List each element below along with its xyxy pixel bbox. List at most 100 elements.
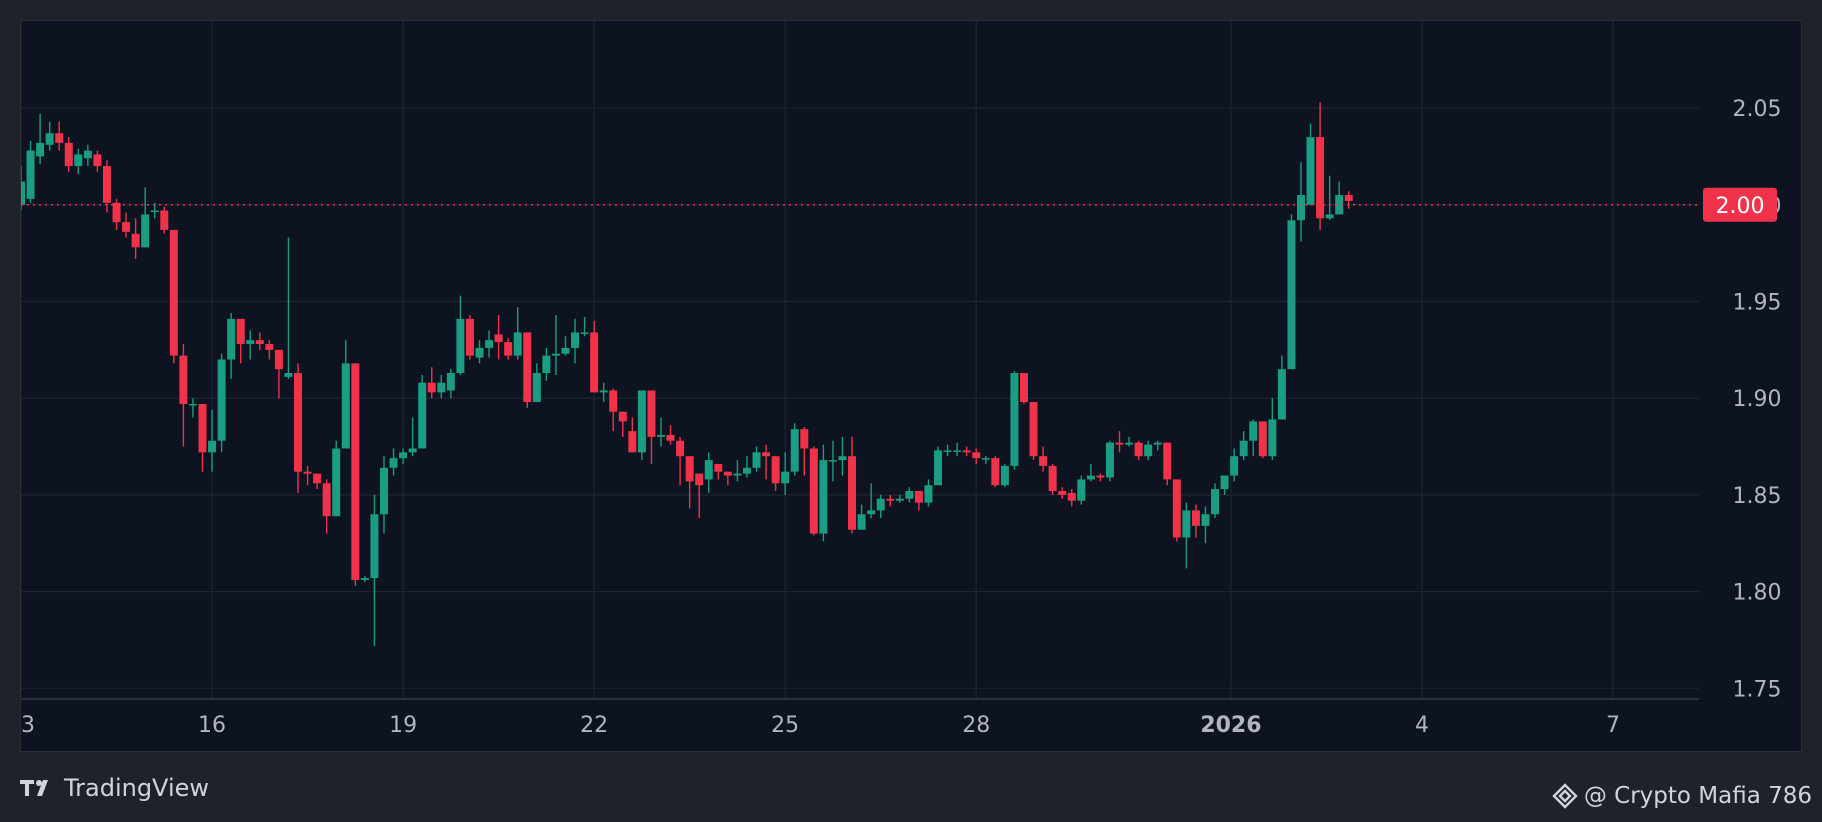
candle-body [389,458,398,468]
candle [1105,440,1114,482]
candle-body [485,340,494,348]
candle-body [370,514,379,579]
candle-body [427,382,436,393]
candle-body [74,154,83,167]
candle-body [819,460,828,534]
candle-body [169,229,178,356]
candle-body [399,452,408,459]
candle [1172,479,1181,542]
attribution-text: @ Crypto Mafia 786 [1583,783,1812,809]
candle [227,313,236,379]
candle [284,237,293,379]
candle [313,473,322,490]
x-tick-label: 4 [1415,713,1429,738]
candle-body [781,471,790,484]
candle-body [943,450,952,452]
candle [752,446,761,472]
candle-body [1230,456,1239,476]
candle-body [332,448,341,517]
candle-body [255,340,264,345]
candle-body [962,450,971,453]
candle-body [676,440,685,457]
candle [542,347,551,381]
candle [771,456,780,492]
candle [36,113,45,165]
candle-body [102,166,111,203]
candle [1029,402,1038,461]
candle [379,456,388,534]
candle [886,494,895,507]
y-tick-label: 1.85 [1733,484,1782,509]
tradingview-logo[interactable]: TradingView [20,772,209,804]
candle-body [590,332,599,393]
candlestick-chart[interactable]: 2.05 2.00 1.95 1.90 1.85 1.80 1.75 3 16 19 22 25 28 2… [21,21,1803,753]
candle [790,423,799,476]
candle-body [542,355,551,374]
candle-body [647,390,656,437]
candle [437,374,446,399]
candle [609,388,618,432]
candle [265,340,274,360]
candle-body [1105,442,1114,478]
candle [905,487,914,503]
candle-body [571,332,580,348]
candle-body [179,355,188,404]
candle [332,440,341,517]
candle-body [1172,479,1181,538]
candle [370,494,379,646]
candle [389,448,398,476]
candle-body [274,349,283,370]
candle [1048,463,1057,495]
candle [723,471,732,486]
candle [399,448,408,464]
candle-body [1048,465,1057,492]
candle-body [886,498,895,501]
x-tick-label: 7 [1606,713,1620,738]
candle [628,417,637,453]
candle-body [1058,491,1067,495]
candle-body [1000,465,1009,486]
candle [523,332,532,408]
candle [981,456,990,464]
candle [676,436,685,486]
candle [1067,489,1076,507]
candle-body [437,382,446,393]
chart-panel[interactable]: 2.05 2.00 1.95 1.90 1.85 1.80 1.75 3 16 19 22 25 28 2… [20,20,1802,752]
candle-body [465,318,474,356]
candle [838,436,847,476]
candle [1268,398,1277,461]
candle-body [246,340,255,345]
candle [236,318,245,364]
candle [21,166,25,211]
candle-body [93,154,102,167]
candle [1058,487,1067,499]
candle-body [313,473,322,484]
candle-body [828,460,837,462]
candle [991,456,1000,488]
candle-body [599,390,608,393]
candle-body [1182,510,1191,538]
candle [1144,440,1153,461]
candle [656,417,665,447]
last-price-tag-text: 2.00 [1716,194,1765,219]
candle-body [408,448,417,453]
candle-body [141,214,150,248]
candle [45,121,54,151]
candle-body [83,150,92,159]
candle-body [1019,373,1028,403]
candle [198,403,207,472]
candle-body [953,450,962,452]
x-tick-label: 28 [962,713,990,738]
candle [188,398,197,418]
candle [637,390,646,461]
candle-body [628,431,637,453]
tradingview-logo-icon [20,780,48,796]
candle-body [1287,220,1296,370]
candle-body [1010,373,1019,466]
candle-body [972,452,981,459]
candle-body [532,373,541,403]
candle-body [265,344,274,350]
candle [1211,483,1220,519]
candle-body [934,450,943,486]
candle-body [723,471,732,476]
